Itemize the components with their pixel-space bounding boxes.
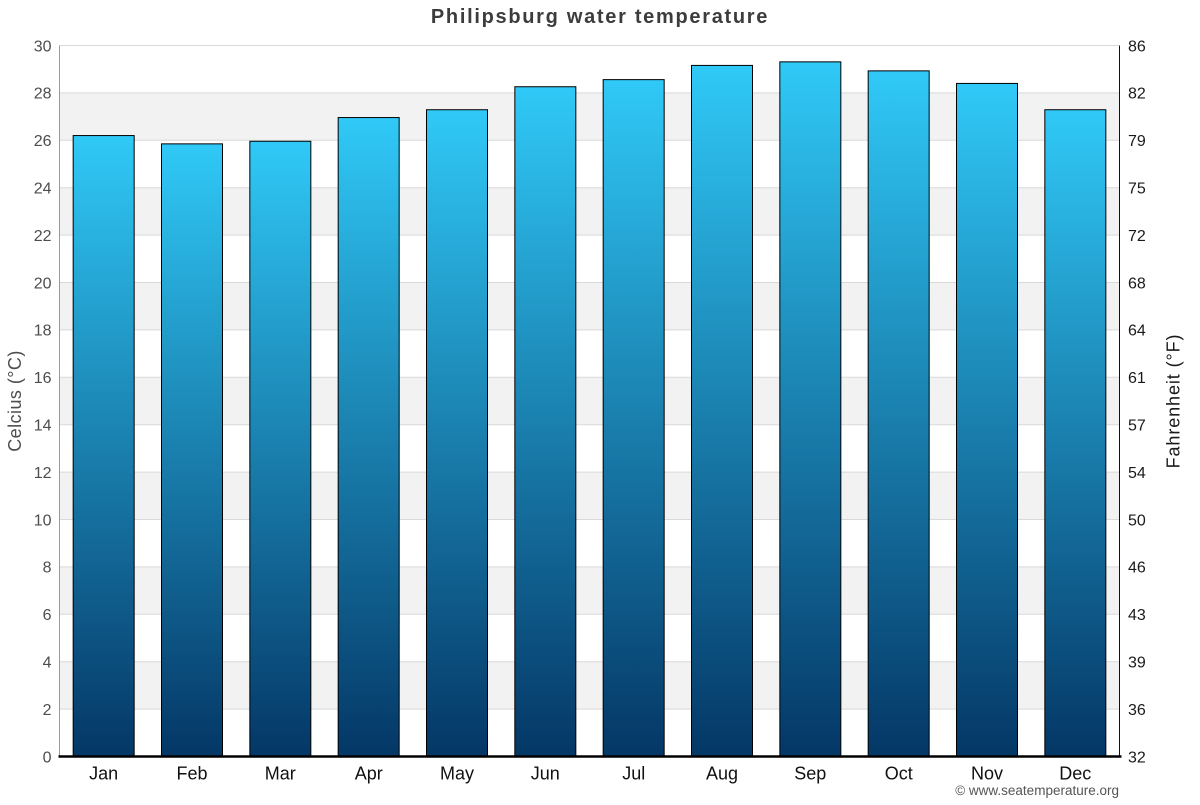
svg-text:22: 22: [34, 228, 52, 245]
svg-text:Oct: Oct: [885, 764, 913, 784]
svg-text:20: 20: [34, 275, 52, 292]
svg-text:Celcius (°C): Celcius (°C): [5, 350, 25, 452]
svg-text:30: 30: [34, 38, 52, 55]
svg-text:2: 2: [43, 702, 52, 719]
svg-text:39: 39: [1128, 655, 1146, 672]
svg-text:36: 36: [1128, 702, 1146, 719]
svg-text:75: 75: [1128, 181, 1146, 198]
svg-text:12: 12: [34, 465, 52, 482]
svg-text:18: 18: [34, 323, 52, 340]
svg-text:Jun: Jun: [531, 764, 560, 784]
svg-text:61: 61: [1128, 370, 1146, 387]
svg-text:Aug: Aug: [706, 764, 738, 784]
svg-text:Apr: Apr: [355, 764, 383, 784]
svg-text:10: 10: [34, 512, 52, 529]
svg-text:26: 26: [34, 133, 52, 150]
svg-text:14: 14: [34, 418, 52, 435]
svg-text:Jan: Jan: [89, 764, 118, 784]
svg-text:0: 0: [43, 749, 52, 766]
svg-text:28: 28: [34, 86, 52, 103]
svg-text:72: 72: [1128, 228, 1146, 245]
svg-text:86: 86: [1128, 38, 1146, 55]
svg-text:46: 46: [1128, 560, 1146, 577]
svg-text:16: 16: [34, 370, 52, 387]
svg-text:24: 24: [34, 181, 52, 198]
svg-text:Dec: Dec: [1059, 764, 1091, 784]
svg-text:Fahrenheit (°F): Fahrenheit (°F): [1164, 334, 1184, 469]
svg-text:Feb: Feb: [176, 764, 207, 784]
svg-text:Philipsburg water temperature: Philipsburg water temperature: [431, 6, 769, 28]
svg-text:© www.seatemperature.org: © www.seatemperature.org: [955, 783, 1119, 798]
svg-text:6: 6: [43, 607, 52, 624]
svg-text:50: 50: [1128, 512, 1146, 529]
svg-text:82: 82: [1128, 86, 1146, 103]
svg-text:57: 57: [1128, 418, 1146, 435]
svg-text:Nov: Nov: [971, 764, 1003, 784]
svg-text:Sep: Sep: [794, 764, 826, 784]
svg-text:Jul: Jul: [622, 764, 645, 784]
svg-text:Mar: Mar: [265, 764, 296, 784]
svg-text:May: May: [440, 764, 474, 784]
svg-text:4: 4: [43, 655, 52, 672]
svg-text:64: 64: [1128, 323, 1146, 340]
svg-text:68: 68: [1128, 275, 1146, 292]
svg-text:54: 54: [1128, 465, 1146, 482]
svg-text:8: 8: [43, 560, 52, 577]
svg-text:43: 43: [1128, 607, 1146, 624]
svg-text:32: 32: [1128, 749, 1146, 766]
svg-text:79: 79: [1128, 133, 1146, 150]
